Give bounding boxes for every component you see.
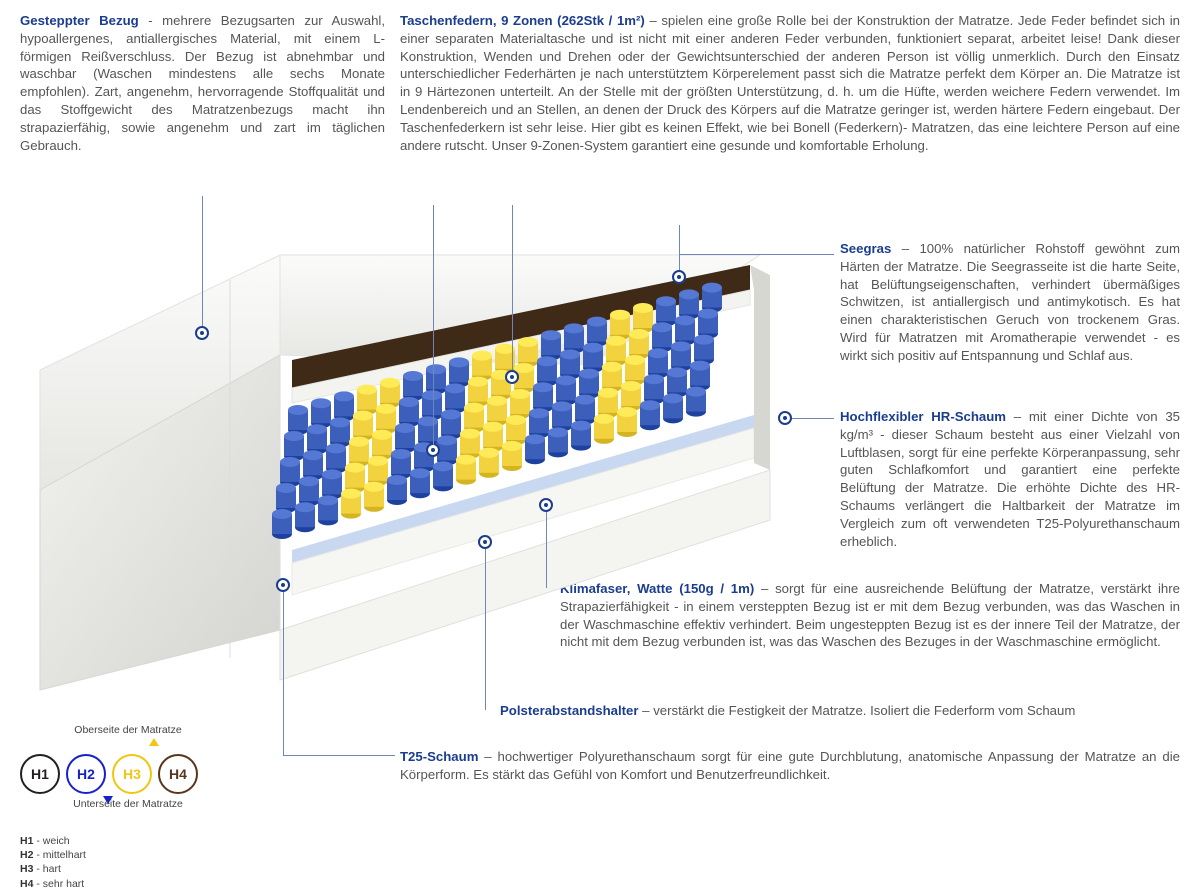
leader-line bbox=[202, 196, 203, 328]
leader-line bbox=[283, 755, 395, 756]
leader-line bbox=[283, 590, 284, 755]
leader-line bbox=[546, 508, 547, 588]
hardness-circle-h3: H3 bbox=[112, 754, 152, 794]
callout-polster-title: Polsterabstandshalter bbox=[500, 703, 639, 718]
hardness-key-h2: H2 - mittelhart bbox=[20, 848, 86, 862]
hardness-key-h4: H4 - sehr hart bbox=[20, 877, 86, 891]
hardness-circle-h1: H1 bbox=[20, 754, 60, 794]
callout-marker-icon bbox=[672, 270, 686, 284]
leader-line bbox=[679, 254, 834, 255]
mattress-diagram bbox=[30, 220, 820, 700]
callout-hr-title: Hochflexibler HR-Schaum bbox=[840, 409, 1006, 424]
callout-federn: Taschenfedern, 9 Zonen (262Stk / 1m²) – … bbox=[400, 12, 1180, 155]
callout-polster-text: verstärkt die Festigkeit der Matratze. I… bbox=[653, 703, 1075, 718]
hardness-circle-h2: H2 bbox=[66, 754, 106, 794]
callout-hr: Hochflexibler HR-Schaum – mit einer Dich… bbox=[840, 408, 1180, 551]
leader-line bbox=[512, 205, 513, 375]
callout-federn-title: Taschenfedern, 9 Zonen (262Stk / 1m²) bbox=[400, 13, 645, 28]
leader-line bbox=[485, 545, 486, 710]
callout-marker-icon bbox=[195, 326, 209, 340]
leader-line bbox=[679, 225, 680, 275]
callout-marker-icon bbox=[539, 498, 553, 512]
hardness-key-h1: H1 - weich bbox=[20, 834, 86, 848]
callout-seegras-text: 100% natürlicher Rohstoff gewöhnt zum Hä… bbox=[840, 241, 1180, 363]
callout-bezug-title: Gesteppter Bezug bbox=[20, 13, 139, 28]
callout-t25-title: T25-Schaum bbox=[400, 749, 478, 764]
callout-marker-icon bbox=[505, 370, 519, 384]
callout-seegras-title: Seegras bbox=[840, 241, 891, 256]
hardness-circle-h4: H4 bbox=[158, 754, 198, 794]
callout-marker-icon bbox=[778, 411, 792, 425]
leader-line bbox=[790, 418, 834, 419]
callout-t25: T25-Schaum – hochwertiger Polyurethansch… bbox=[400, 748, 1180, 784]
arrow-up-icon bbox=[149, 738, 159, 746]
callout-federn-text: spielen eine große Rolle bei der Konstru… bbox=[400, 13, 1180, 153]
callout-seegras: Seegras – 100% natürlicher Rohstoff gewö… bbox=[840, 240, 1180, 365]
leader-line bbox=[433, 205, 434, 445]
callout-marker-icon bbox=[276, 578, 290, 592]
callout-marker-icon bbox=[478, 535, 492, 549]
legend-bot-label: Unterseite der Matratze bbox=[73, 798, 183, 810]
callout-t25-text: hochwertiger Polyurethanschaum sorgt für… bbox=[400, 749, 1180, 782]
callout-polster: Polsterabstandshalter – verstärkt die Fe… bbox=[500, 702, 1190, 720]
hardness-key-h3: H3 - hart bbox=[20, 862, 86, 876]
callout-hr-text: mit einer Dichte von 35 kg/m³ - dieser S… bbox=[840, 409, 1180, 549]
legend-top-label: Oberseite der Matratze bbox=[74, 724, 181, 736]
callout-bezug-text: mehrere Bezugsarten zur Auswahl, hypoall… bbox=[20, 13, 385, 153]
callout-bezug: Gesteppter Bezug - mehrere Bezugsarten z… bbox=[20, 12, 385, 155]
callout-marker-icon bbox=[426, 443, 440, 457]
